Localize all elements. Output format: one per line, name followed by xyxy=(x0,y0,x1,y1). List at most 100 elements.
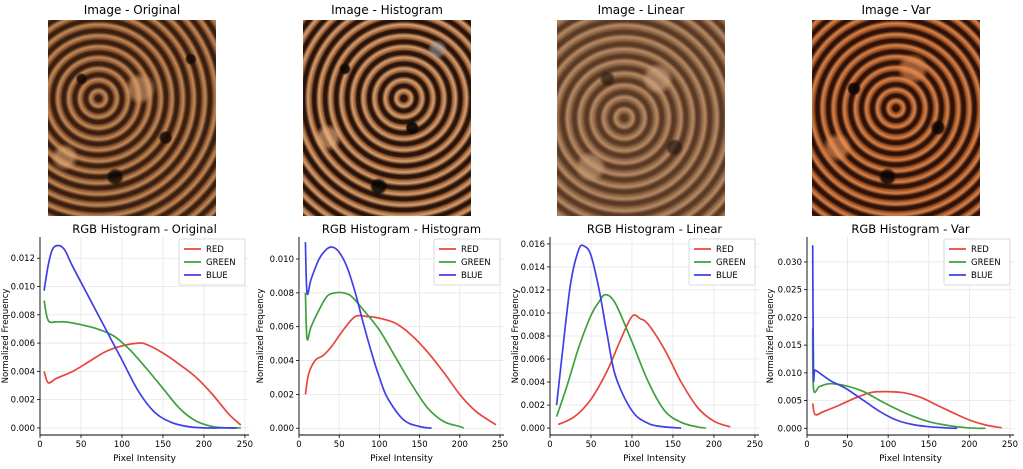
y-tick-label: 0.016 xyxy=(521,240,545,250)
x-tick-label: 200 xyxy=(196,440,212,450)
image-title: Image - Original xyxy=(83,3,181,17)
y-tick-label: 0.014 xyxy=(521,263,545,273)
x-tick-label: 150 xyxy=(155,440,171,450)
x-tick-label: 200 xyxy=(452,440,468,450)
y-tick-label: 0.015 xyxy=(778,341,802,351)
y-tick-label: 0.005 xyxy=(778,397,802,407)
y-tick-label: 0.012 xyxy=(11,254,35,264)
image-panel-linear: Image - Linear xyxy=(510,0,766,220)
legend: RED GREEN BLUE xyxy=(688,238,756,286)
x-tick-label: 100 xyxy=(114,440,130,450)
x-tick-label: 100 xyxy=(880,440,896,450)
x-tick-label: 50 xyxy=(842,440,853,450)
x-tick-label: 250 xyxy=(237,440,253,450)
legend-label: BLUE xyxy=(461,271,483,281)
x-axis-label: Pixel Intensity xyxy=(879,454,943,464)
image-panel-histogram: Image - Histogram xyxy=(255,0,511,220)
legend-label: BLUE xyxy=(206,271,228,281)
series-line-red xyxy=(811,390,1002,429)
legend-label: BLUE xyxy=(971,271,993,281)
y-tick-label: 0.008 xyxy=(521,332,545,342)
x-tick-label: 200 xyxy=(961,440,977,450)
y-tick-label: 0.020 xyxy=(778,313,802,323)
legend-box xyxy=(433,238,501,286)
chart-title: RGB Histogram - Linear xyxy=(587,222,723,236)
histogram-chart-histogram: RGB Histogram - Histogram 0.000 0.002 0.004… xyxy=(256,222,508,464)
series-line-green xyxy=(555,293,706,429)
y-tick-label: 0.006 xyxy=(11,339,35,349)
y-axis-label: Normalized Frequency xyxy=(511,289,521,384)
y-tick-label: 0.000 xyxy=(11,424,35,434)
texture-image-original xyxy=(48,20,216,216)
texture-image-var xyxy=(812,20,980,216)
y-tick-label: 0.000 xyxy=(270,424,294,434)
y-tick-label: 0.002 xyxy=(11,396,35,406)
y-axis-label: Normalized Frequency xyxy=(766,289,776,384)
image-title: Image - Histogram xyxy=(331,3,443,17)
chart-title: RGB Histogram - Var xyxy=(851,222,970,236)
x-axis-label: Pixel Intensity xyxy=(623,454,687,464)
image-title: Image - Var xyxy=(861,3,931,17)
histogram-chart-var: RGB Histogram - Var 0.000 0.005 0.010 0.015 0… xyxy=(766,222,1018,464)
image-title: Image - Linear xyxy=(597,3,685,17)
chart-title: RGB Histogram - Histogram xyxy=(322,222,481,236)
series-line-green xyxy=(304,291,465,429)
image-panel-original: Image - Original xyxy=(0,0,256,220)
y-tick-label: 0.010 xyxy=(11,283,35,293)
x-tick-label: 0 xyxy=(804,440,809,450)
legend: RED GREEN BLUE xyxy=(178,238,246,286)
legend: RED GREEN BLUE xyxy=(943,238,1011,286)
y-tick-label: 0.002 xyxy=(521,401,545,411)
x-tick-label: 200 xyxy=(706,440,722,450)
y-tick-label: 0.010 xyxy=(778,369,802,379)
y-tick-label: 0.000 xyxy=(521,424,545,434)
x-tick-label: 50 xyxy=(334,440,345,450)
texture-image-linear xyxy=(557,20,725,216)
y-tick-label: 0.010 xyxy=(521,309,545,319)
x-tick-label: 250 xyxy=(747,440,763,450)
x-tick-label: 250 xyxy=(1002,440,1018,450)
x-tick-label: 100 xyxy=(624,440,640,450)
y-tick-label: 0.030 xyxy=(778,258,802,268)
y-tick-label: 0.008 xyxy=(270,289,294,299)
y-tick-label: 0.008 xyxy=(11,311,35,321)
y-axis-label: Normalized Frequency xyxy=(1,289,11,384)
y-tick-label: 0.006 xyxy=(521,355,545,365)
legend: RED GREEN BLUE xyxy=(433,238,501,286)
x-tick-label: 0 xyxy=(37,440,42,450)
legend-label: RED xyxy=(206,245,224,255)
x-tick-label: 50 xyxy=(76,440,87,450)
histogram-chart-original: RGB Histogram - Original 0.000 0.002 0.004 0… xyxy=(1,222,253,464)
series-line-blue xyxy=(304,242,432,430)
x-tick-label: 0 xyxy=(547,440,552,450)
series-line-blue xyxy=(811,245,958,430)
legend-box xyxy=(943,238,1011,286)
y-tick-label: 0.006 xyxy=(270,323,294,333)
series-line-blue xyxy=(555,244,682,429)
legend-label: RED xyxy=(461,245,479,255)
legend-label: GREEN xyxy=(716,258,746,268)
y-tick-label: 0.012 xyxy=(521,286,545,296)
y-tick-label: 0.002 xyxy=(270,390,294,400)
chart-title: RGB Histogram - Original xyxy=(72,222,217,236)
series-line-red xyxy=(304,314,497,426)
y-tick-label: 0.010 xyxy=(270,255,294,265)
y-axis-label: Normalized Frequency xyxy=(256,289,266,384)
x-tick-label: 0 xyxy=(296,440,301,450)
x-tick-label: 250 xyxy=(492,440,508,450)
legend-box xyxy=(688,238,756,286)
y-tick-label: 0.004 xyxy=(11,367,35,377)
image-panel-var: Image - Var xyxy=(765,0,1021,220)
legend-label: GREEN xyxy=(461,258,491,268)
legend-label: GREEN xyxy=(206,258,236,268)
y-tick-label: 0.025 xyxy=(778,286,802,296)
legend-label: GREEN xyxy=(971,258,1001,268)
legend-label: RED xyxy=(716,245,734,255)
legend-label: RED xyxy=(971,245,989,255)
series-line-blue xyxy=(43,244,237,429)
x-tick-label: 50 xyxy=(586,440,597,450)
series-line-green xyxy=(43,300,241,429)
x-axis-label: Pixel Intensity xyxy=(113,454,177,464)
texture-image-histogram xyxy=(303,20,471,216)
x-tick-label: 100 xyxy=(371,440,387,450)
